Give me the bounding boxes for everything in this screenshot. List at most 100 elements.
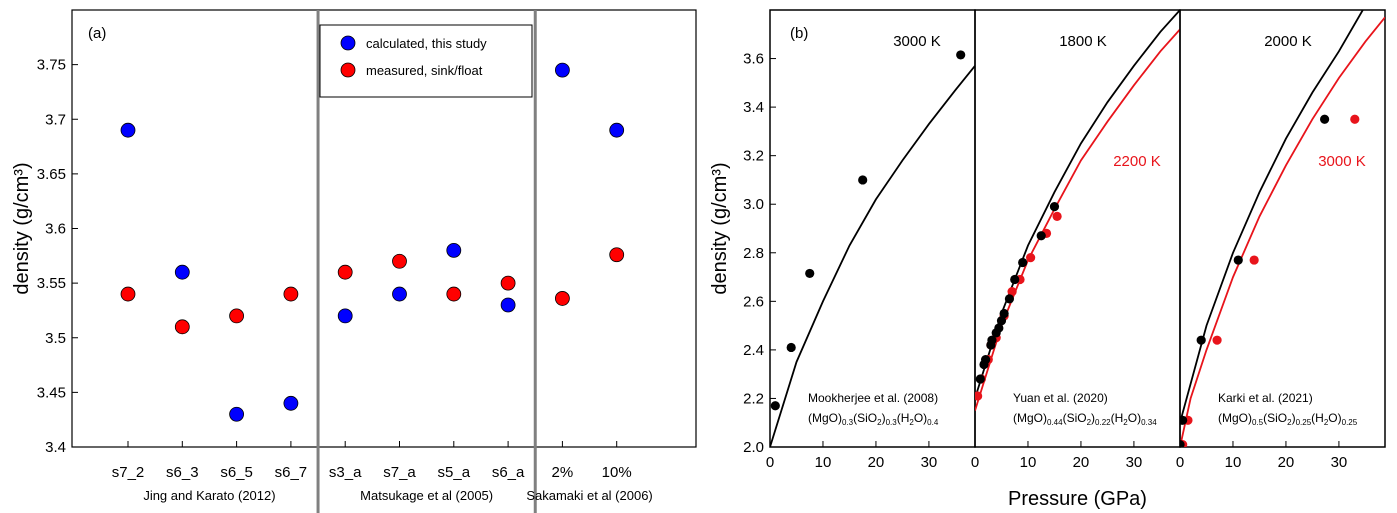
- formula-subscript: 0.22: [1095, 418, 1111, 427]
- marker: [858, 175, 868, 185]
- marker: [174, 319, 190, 335]
- x-tick-label: 20: [868, 454, 885, 471]
- formula-subscript: 0.25: [1342, 418, 1358, 427]
- y-tick-label: 3.0: [743, 196, 764, 213]
- marker: [392, 253, 407, 269]
- formula-subscript: 2: [1123, 418, 1128, 427]
- legend-marker: [340, 62, 356, 78]
- formula: (MgO)0.3(SiO2)0.3(H2O)0.4: [808, 411, 939, 427]
- formula-text: (H: [1111, 411, 1124, 425]
- marker: [229, 406, 245, 422]
- y-tick-label: 3.6: [743, 51, 764, 68]
- marker: [120, 286, 136, 302]
- formula-text: (H: [897, 411, 910, 425]
- formula-text: O): [1128, 411, 1141, 425]
- marker: [1052, 211, 1062, 221]
- formula: (MgO)0.5(SiO2)0.25(H2O)0.25: [1218, 411, 1358, 427]
- marker: [1180, 439, 1185, 447]
- formula-text: ): [1091, 411, 1095, 425]
- x-tick-label: 10: [1225, 454, 1242, 471]
- marker: [1049, 202, 1060, 212]
- source-label: Karki et al. (2021): [1218, 391, 1313, 405]
- formula-text: O): [1328, 411, 1341, 425]
- x-tick-label: 30: [1331, 454, 1348, 471]
- x-tick-label: s6_3: [166, 464, 199, 481]
- formula-subscript: 0.4: [927, 418, 939, 427]
- curve: [1180, 10, 1364, 423]
- marker: [283, 286, 299, 302]
- plot-frame: [1179, 9, 1386, 448]
- x-tick-label: 30: [921, 454, 938, 471]
- curve: [770, 65, 975, 447]
- source-label: Yuan et al. (2020): [1013, 391, 1108, 405]
- y-tick-label: 2.0: [743, 439, 764, 456]
- marker: [1196, 335, 1206, 345]
- y-tick-label: 2.4: [743, 342, 764, 359]
- y-tick-label: 3.55: [37, 275, 66, 292]
- plot-frame: [974, 9, 1181, 448]
- x-tick-label: 0: [1176, 454, 1184, 471]
- panel-label: (a): [88, 25, 106, 42]
- x-tick-label: 10: [815, 454, 832, 471]
- marker: [337, 264, 353, 280]
- x-tick-label: 20: [1073, 454, 1090, 471]
- x-tick-label: s7_a: [383, 464, 416, 481]
- marker: [609, 247, 625, 263]
- marker: [987, 335, 997, 345]
- marker: [446, 286, 462, 302]
- source-label: Mookherjee et al. (2008): [808, 391, 938, 405]
- formula-subscript: 0.5: [1252, 418, 1264, 427]
- marker: [1004, 294, 1015, 304]
- formula-subscript: 2: [877, 418, 882, 427]
- group-label: Matsukage et al (2005): [360, 488, 493, 503]
- marker: [555, 62, 570, 78]
- marker: [174, 264, 190, 280]
- marker: [999, 308, 1009, 319]
- x-tick-label: 10: [1020, 454, 1037, 471]
- y-tick-label: 3.75: [37, 57, 66, 74]
- formula-text: (H: [1311, 411, 1324, 425]
- x-axis-title: Pressure (GPa): [1008, 488, 1147, 510]
- curve: [975, 10, 1180, 399]
- group-label: Sakamaki et al (2006): [526, 488, 652, 503]
- marker: [1007, 287, 1017, 297]
- x-tick-label: 0: [971, 454, 979, 471]
- marker: [120, 122, 136, 138]
- x-tick-label: 20: [1278, 454, 1295, 471]
- y-tick-label: 3.65: [37, 166, 66, 183]
- formula-text: ): [1292, 411, 1296, 425]
- marker: [1233, 255, 1243, 265]
- formula-subscript: 2: [1324, 418, 1329, 427]
- curve-label: 3000 K: [1318, 153, 1366, 170]
- x-tick-label: s5_a: [438, 464, 471, 481]
- x-tick-label: s6_5: [220, 464, 253, 481]
- marker: [500, 297, 516, 313]
- plot-content: [1180, 10, 1385, 447]
- legend-box: [319, 24, 533, 98]
- marker: [500, 275, 516, 291]
- x-tick-label: 10%: [602, 464, 632, 481]
- y-tick-label: 3.4: [743, 99, 764, 116]
- legend-marker: [340, 35, 356, 51]
- legend-label: measured, sink/float: [366, 63, 483, 78]
- x-tick-label: 30: [1126, 454, 1143, 471]
- plot-frame: [769, 9, 976, 448]
- curve-label: 3000 K: [893, 33, 941, 50]
- marker: [786, 342, 796, 353]
- y-tick-label: 3.5: [45, 330, 66, 347]
- curve: [975, 28, 1180, 411]
- marker: [1180, 415, 1188, 425]
- marker: [283, 395, 299, 411]
- x-tick-label: s6_7: [275, 464, 308, 481]
- formula-subscript: 0.25: [1296, 418, 1312, 427]
- legend-label: calculated, this study: [366, 36, 487, 51]
- formula-text: (MgO): [1013, 411, 1047, 425]
- y-tick-label: 3.2: [743, 148, 764, 165]
- marker: [975, 374, 985, 384]
- marker: [805, 268, 815, 279]
- formula-subscript: 0.34: [1141, 418, 1157, 427]
- curve: [1180, 16, 1385, 447]
- marker: [1018, 257, 1028, 268]
- y-axis-title: density (g/cm³): [11, 162, 33, 294]
- formula-subscript: 2: [909, 418, 914, 427]
